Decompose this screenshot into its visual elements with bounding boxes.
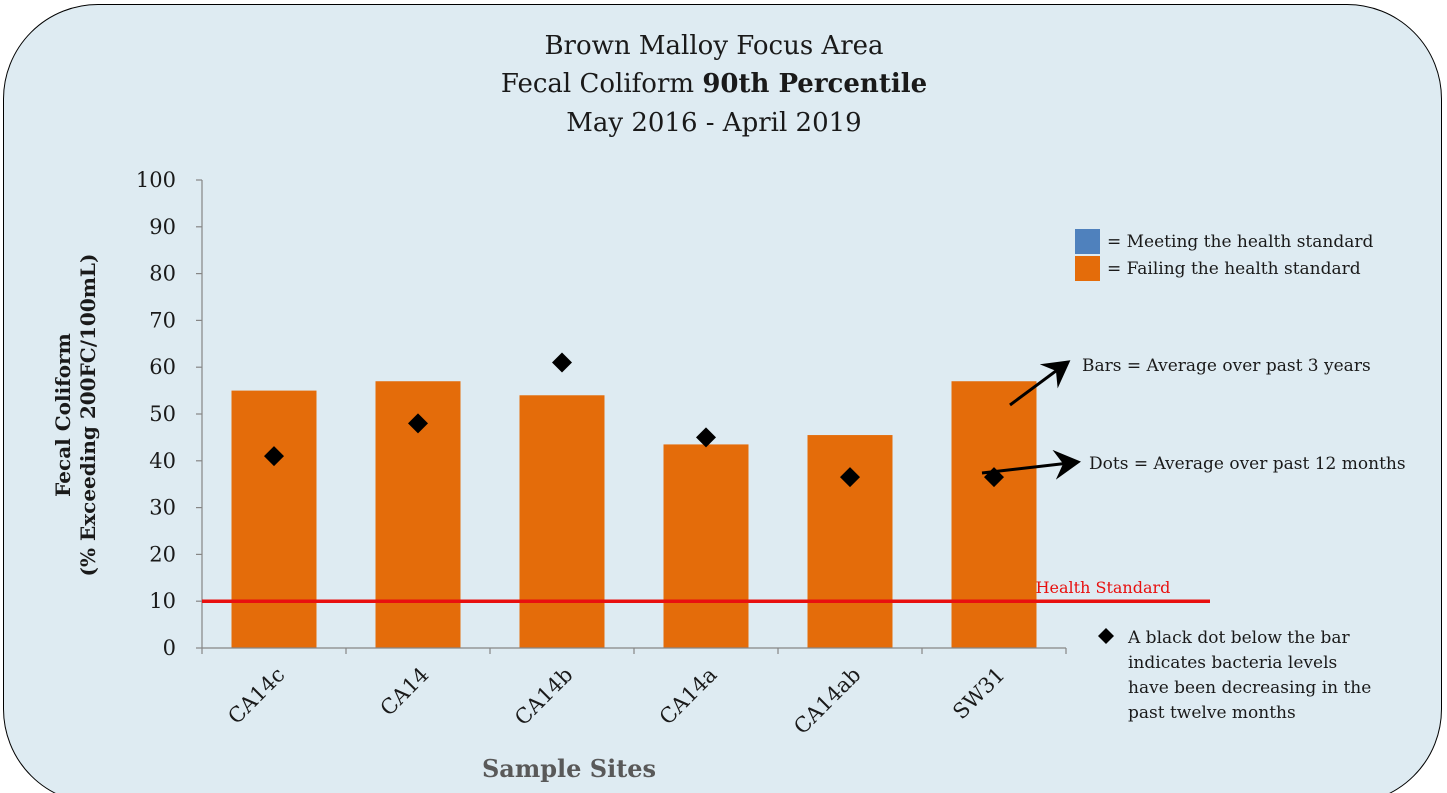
bar-SW31 xyxy=(951,381,1037,648)
health-standard-label: Health Standard xyxy=(1036,578,1171,597)
y-tick-label: 20 xyxy=(149,542,176,566)
dots-callout-label: Dots = Average over past 12 months xyxy=(1089,454,1406,474)
chart-title-line-2: Fecal Coliform 90th Percentile xyxy=(501,69,927,99)
y-tick-label: 100 xyxy=(136,168,176,192)
legend-swatch-failing xyxy=(1075,256,1100,281)
bars-callout-label: Bars = Average over past 3 years xyxy=(1082,356,1371,376)
bars-callout-arrow xyxy=(1009,360,1071,407)
y-tick-label: 10 xyxy=(149,589,176,613)
bar-CA14ab xyxy=(807,435,893,648)
legend-swatch-meeting xyxy=(1075,229,1100,254)
y-axis-title-line-2: (% Exceeding 200FC/100mL) xyxy=(76,254,100,577)
dots xyxy=(264,352,1004,488)
note-diamond-icon xyxy=(1098,628,1114,644)
x-category-label: CA14c xyxy=(223,663,289,729)
x-category-label: CA14a xyxy=(655,663,722,730)
legend-label-meeting: = Meeting the health standard xyxy=(1107,232,1373,252)
y-tick-label: 90 xyxy=(149,215,176,239)
y-tick-label: 50 xyxy=(149,402,176,426)
legend-label-failing: = Failing the health standard xyxy=(1107,259,1361,279)
bar-CA14c xyxy=(231,390,317,648)
y-axis-title-line-1: Fecal Coliform xyxy=(51,333,75,497)
dot-CA14 xyxy=(408,413,428,434)
dot-CA14ab xyxy=(840,467,860,488)
x-axis-title: Sample Sites xyxy=(482,754,656,783)
dot-CA14b xyxy=(552,352,572,373)
chart-title-emphasis: 90th Percentile xyxy=(702,69,927,99)
dots-callout-arrow xyxy=(981,449,1081,480)
x-category-label: CA14b xyxy=(510,663,577,730)
y-tick-label: 70 xyxy=(149,308,176,332)
bar-CA14a xyxy=(663,444,749,648)
x-category-label: SW31 xyxy=(948,663,1009,724)
y-tick-label: 40 xyxy=(149,449,176,473)
x-category-label: CA14 xyxy=(376,663,434,721)
y-tick-label: 60 xyxy=(149,355,176,379)
dot-CA14c xyxy=(264,446,284,467)
note-line-4: past twelve months xyxy=(1128,703,1296,723)
y-tick-label: 0 xyxy=(163,636,176,660)
x-categories: CA14c CA14 CA14b CA14a CA14ab SW31 xyxy=(223,663,1009,739)
chart-title-line-1: Brown Malloy Focus Area xyxy=(544,31,883,61)
chart-title-prefix: Fecal Coliform xyxy=(501,69,702,99)
x-category-label: CA14ab xyxy=(789,663,865,739)
bar-CA14b xyxy=(519,395,605,648)
bars xyxy=(231,381,1037,648)
health-standard: Health Standard xyxy=(202,578,1210,603)
note-line-1: A black dot below the bar xyxy=(1127,628,1351,648)
chart-title-line-3: May 2016 - April 2019 xyxy=(566,108,861,138)
note-line-2: indicates bacteria levels xyxy=(1128,653,1337,673)
y-tick-label: 30 xyxy=(149,496,176,520)
dot-CA14a xyxy=(696,427,716,448)
note-line-3: have been decreasing in the xyxy=(1128,678,1371,698)
y-ticks: 0 10 20 30 40 50 60 70 80 90 100 xyxy=(136,168,1067,660)
y-tick-label: 80 xyxy=(149,262,176,286)
